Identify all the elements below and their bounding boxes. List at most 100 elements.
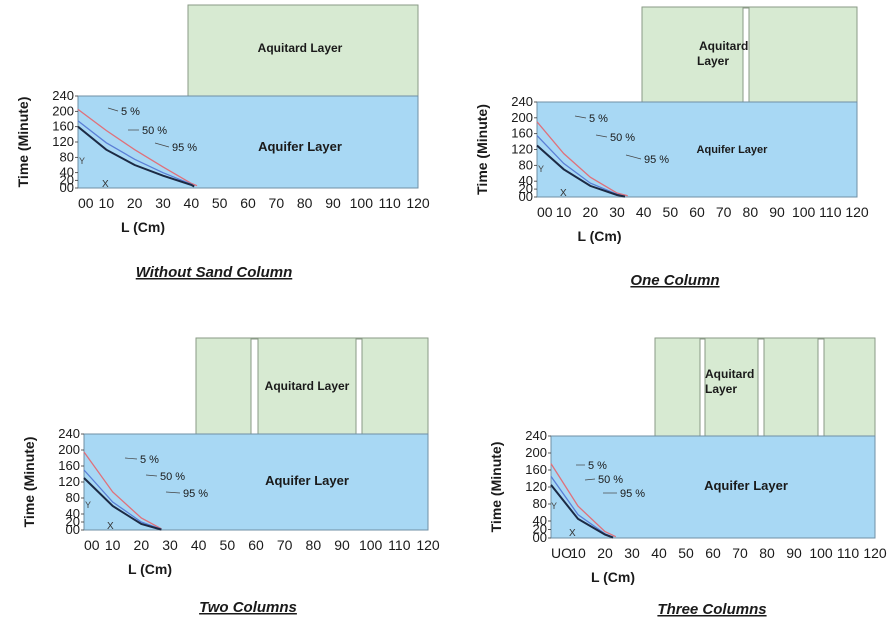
y-tick-label: 80 [533,496,547,511]
y-tick-label: 120 [58,474,80,489]
y-axis-label: Time (Minute) [21,437,37,528]
x-tick-label: UO [551,545,572,561]
y-tick-label: 240 [525,428,547,443]
x-tick-label: 90 [769,204,785,220]
y-tick-label: 40 [60,165,74,180]
y-axis-label: Time (Minute) [488,442,504,533]
x-tick-label: 80 [306,537,322,553]
y-tick-label: 80 [66,490,80,505]
x-tick-label: 120 [416,537,440,553]
y-tick-label: 40 [66,506,80,521]
aquitard-label: Layer [697,54,729,68]
y-marker: Y [551,501,557,511]
y-tick-label: 160 [511,126,533,141]
x-tick-label: 80 [759,545,775,561]
sand-column-3 [817,338,825,437]
x-tick-label: 100 [350,195,374,211]
aquitard-label: Aquitard [699,39,748,53]
series-label-leader [574,115,587,119]
series-label: 5 % [140,454,159,466]
y-tick-label: 200 [511,110,533,125]
y-tick-label: 120 [52,134,74,149]
x-tick-label: 10 [99,195,115,211]
aquitard-layer [187,4,419,97]
y-tick-label: 200 [52,103,74,118]
x-marker: X [102,179,109,190]
x-tick-label: 00 [78,195,94,211]
x-marker: X [107,521,114,532]
x-tick-label: 80 [743,204,759,220]
x-tick-label: 40 [651,545,667,561]
series-line-5pct [77,108,198,187]
y-marker: Y [79,156,85,166]
series-label: 50 % [598,474,623,486]
x-tick-label: 50 [663,204,679,220]
y-tick-label: 160 [58,458,80,473]
aquitard-label: Aquitard Layer [265,379,350,393]
x-tick-label: 110 [819,204,842,220]
y-tick-label: 160 [52,119,74,134]
x-tick-label: 80 [297,195,313,211]
series-label: 5 % [121,106,140,118]
sand-column-2 [355,338,363,435]
x-tick-label: 50 [212,195,228,211]
aquitard-layer [654,337,876,437]
sand-column-2 [757,338,765,437]
x-tick-label: 10 [105,537,121,553]
series-line-95pct [77,125,195,188]
panel-caption: Three Columns [657,601,766,618]
series-label-leader [124,457,138,460]
y-tick-label: 40 [533,513,547,528]
y-tick-label: 00 [60,180,74,195]
y-tick-label: 200 [525,445,547,460]
x-tick-label: 120 [863,545,887,561]
x-tick-label: 120 [406,195,430,211]
x-tick-label: 60 [705,545,721,561]
y-tick-label: 80 [60,149,74,164]
x-tick-label: 40 [636,204,652,220]
series-label-leader [154,142,170,148]
aquifer-layer [77,95,419,189]
x-tick-label: 70 [269,195,285,211]
x-tick-label: 30 [155,195,171,211]
series-label: 95 % [183,488,208,500]
series-label: 50 % [160,471,185,483]
y-tick-label: 200 [58,442,80,457]
series-line-5pct [83,451,162,530]
x-tick-label: 110 [379,195,402,211]
x-tick-label: 60 [240,195,256,211]
x-tick-label: 100 [809,545,833,561]
aquifer-layer [550,435,876,539]
x-tick-label: 30 [609,204,625,220]
x-tick-label: 90 [786,545,802,561]
x-tick-label: 90 [325,195,341,211]
aquifer-label: Aquifer Layer [704,478,788,493]
y-tick-label: 20 [60,172,74,187]
y-tick-label: 20 [519,181,533,196]
x-tick-label: 60 [248,537,264,553]
x-tick-label: 50 [678,545,694,561]
aquifer-label: Aquifer Layer [697,144,769,156]
y-marker: Y [85,500,91,510]
y-tick-label: 40 [519,173,533,188]
x-tick-label: 70 [716,204,732,220]
y-tick-label: 00 [519,189,533,204]
aquitard-label: Aquitard [705,367,754,381]
y-tick-label: 20 [533,522,547,537]
series-line-5pct [550,463,617,538]
sand-column-1 [742,7,750,103]
x-axis-label: L (Cm) [121,219,165,235]
x-tick-label: 70 [732,545,748,561]
x-tick-label: 40 [191,537,207,553]
aquifer-label: Aquifer Layer [265,473,349,488]
x-tick-label: 30 [162,537,178,553]
x-axis-label: L (Cm) [128,561,172,577]
series-line-50pct [83,469,162,530]
x-tick-label: 00 [84,537,100,553]
series-line-95pct [83,477,162,531]
series-label-leader [145,474,158,477]
series-label: 5 % [588,460,607,472]
x-tick-label: 60 [689,204,705,220]
